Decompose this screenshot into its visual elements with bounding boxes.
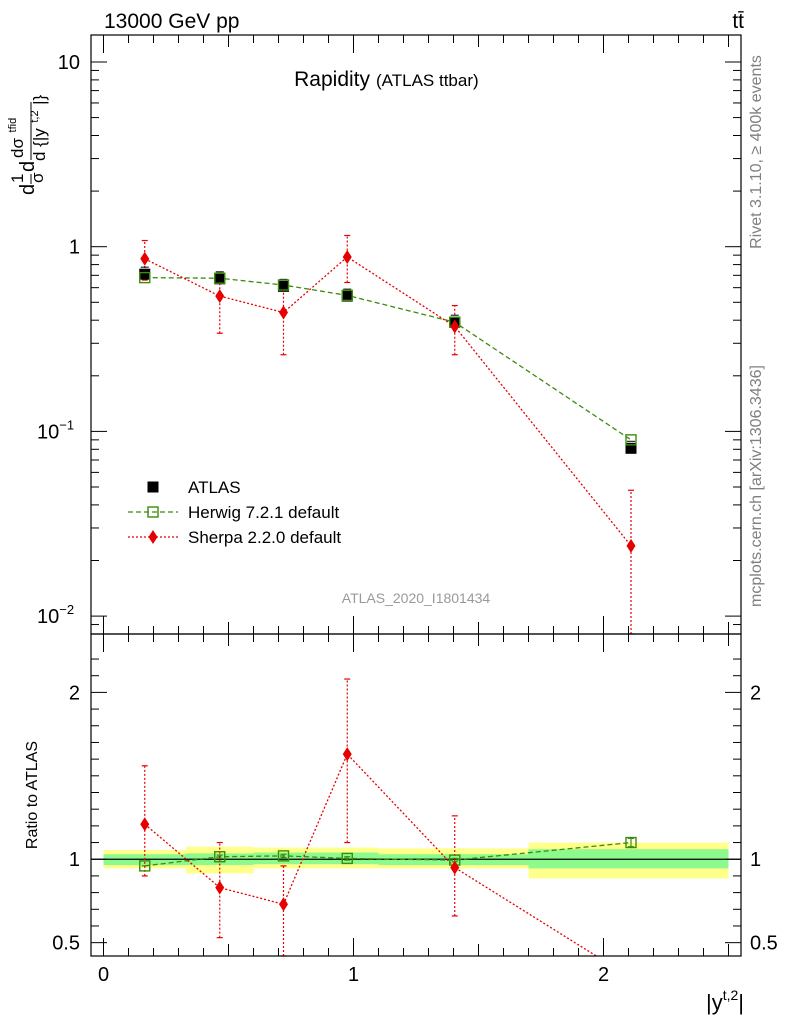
series-line <box>144 276 632 441</box>
atlas-data-point <box>147 481 159 493</box>
legend-entry-label: Sherpa 2.2.0 default <box>188 528 341 547</box>
ratio-series-line <box>144 841 632 867</box>
x-tick-label: 2 <box>598 964 609 986</box>
chart-title: Rapidity <box>294 68 370 91</box>
ratio-y-tick-label-left: 0.5 <box>52 933 80 955</box>
herwig-data-point <box>214 272 226 284</box>
series-line <box>144 256 632 547</box>
ratio-series-line <box>144 752 597 957</box>
ratio-y-tick-label-right: 2 <box>750 682 761 704</box>
sherpa-data-point <box>626 538 636 553</box>
process-label: tt̄ <box>732 10 744 33</box>
x-tick-label: 0 <box>98 964 109 986</box>
rivet-label: Rivet 3.1.10, ≥ 400k events <box>748 55 765 249</box>
y-tick-label: 1 <box>69 237 80 259</box>
ratio-band-green <box>253 852 379 865</box>
ratio-y-tick-label-right: 1 <box>750 849 761 871</box>
ratio-y-tick-label-left: 1 <box>69 849 80 871</box>
legend-entry-label: ATLAS <box>188 478 241 497</box>
panel-frames <box>90 34 742 957</box>
ratio-y-axis-label: Ratio to ATLAS <box>24 741 41 849</box>
sherpa-data-point <box>342 747 352 762</box>
sherpa-data-point <box>279 897 288 912</box>
ratio-y-tick-label-right: 0.5 <box>750 933 778 955</box>
herwig-data-point <box>277 850 290 862</box>
main-y-axis-label: d 1 σ d dσ tfid d {|y t,2 |} <box>0 94 50 195</box>
x-axis-label: |yt,2| <box>706 987 744 1015</box>
y-tick-label-exponent: −1 <box>59 417 74 432</box>
atlas-data-point <box>341 290 353 302</box>
chart-subtitle: (ATLAS ttbar) <box>376 71 479 90</box>
herwig-data-point <box>139 271 151 284</box>
herwig-data-point <box>341 852 353 865</box>
x-tick-label: 1 <box>348 964 359 986</box>
mcplots-label: mcplots.cern.ch [arXiv:1306.3436] <box>748 365 765 607</box>
legend: ATLAS Herwig 7.2.1 default Sherpa 2.2.0 de… <box>128 478 341 547</box>
sherpa-data-point <box>450 319 460 334</box>
axis-ticks: 10 1 10−1 10−2 0.5 0.5 1 1 2 2 0 1 2 <box>37 35 778 986</box>
y-tick-label: 10 <box>58 52 80 74</box>
atlas-data-point <box>214 273 226 285</box>
herwig-data-point <box>625 434 637 446</box>
data-markers <box>139 249 637 912</box>
sherpa-data-point <box>342 249 352 264</box>
ratio-uncertainty-bands <box>91 842 741 879</box>
sherpa-data-point <box>215 289 225 304</box>
herwig-data-point <box>341 289 353 302</box>
herwig-data-point <box>625 836 637 849</box>
sherpa-data-point <box>148 530 158 544</box>
sherpa-data-point <box>140 251 150 266</box>
atlas-data-point <box>278 280 289 292</box>
y-tick-label: 10−2 <box>37 602 74 628</box>
ratio-y-tick-label-left: 2 <box>69 682 80 704</box>
y-tick-label: 10−1 <box>37 417 74 443</box>
herwig-data-point <box>277 279 290 291</box>
series-lines <box>144 256 632 957</box>
y-tick-label-exponent: −2 <box>59 602 74 617</box>
atlas-data-point <box>625 442 637 454</box>
analysis-watermark: ATLAS_2020_I1801434 <box>342 590 491 606</box>
sherpa-data-point <box>215 880 225 895</box>
legend-entry-label: Herwig 7.2.1 default <box>188 503 339 522</box>
atlas-data-point <box>139 268 151 280</box>
svg-text:d 1 σ d: d 1 σ d dσ tfid d {|y t,2 |} <box>0 94 50 195</box>
ratio-panel-frame <box>90 633 742 957</box>
sherpa-data-point <box>279 305 288 320</box>
herwig-data-point <box>214 851 226 863</box>
sherpa-data-point <box>450 860 460 875</box>
sherpa-data-point <box>140 817 150 832</box>
energy-label: 13000 GeV pp <box>104 10 239 33</box>
herwig-data-point <box>139 860 151 872</box>
herwig-data-point <box>147 506 159 518</box>
